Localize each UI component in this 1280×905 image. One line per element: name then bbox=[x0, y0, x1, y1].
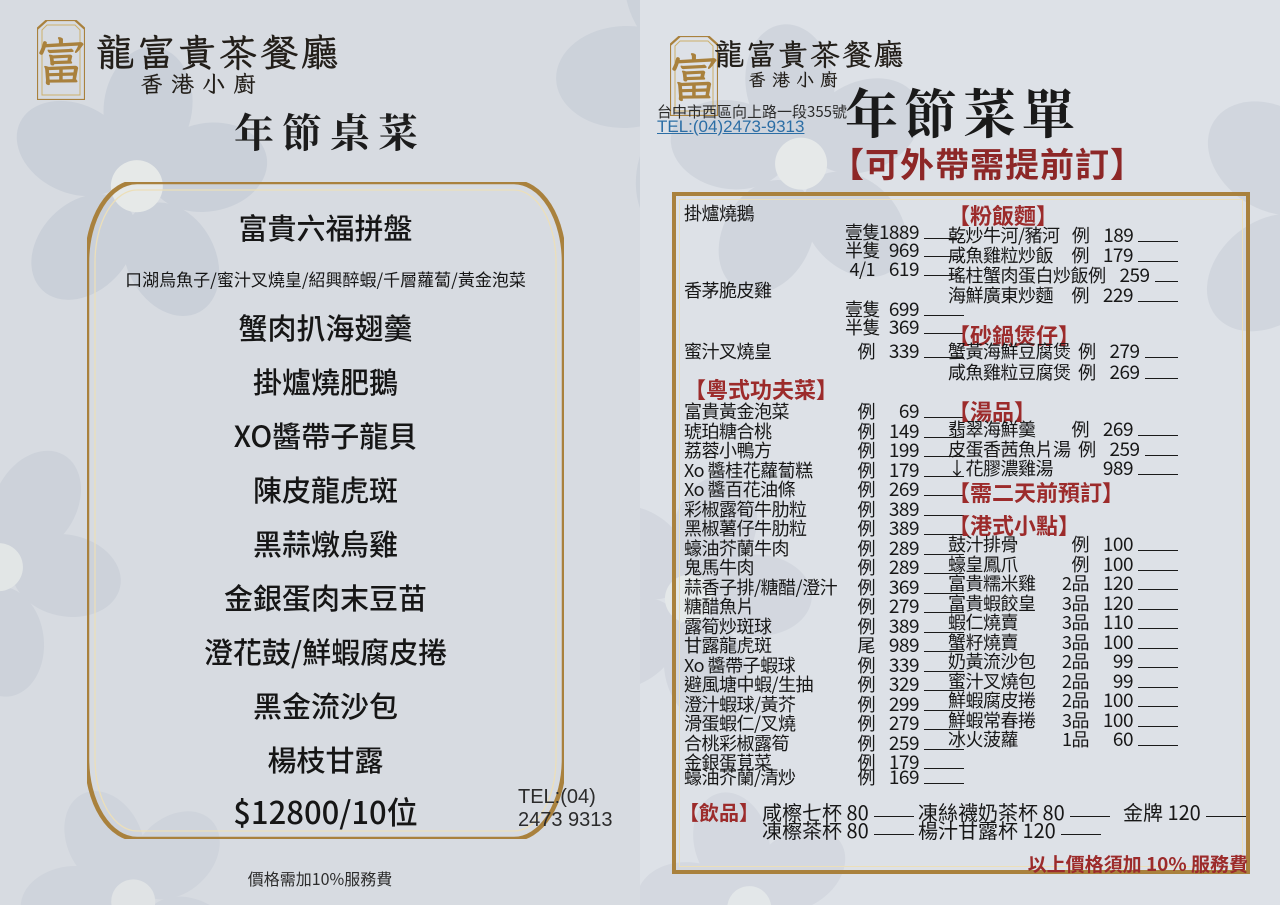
svg-text:富: 富 bbox=[37, 26, 85, 95]
